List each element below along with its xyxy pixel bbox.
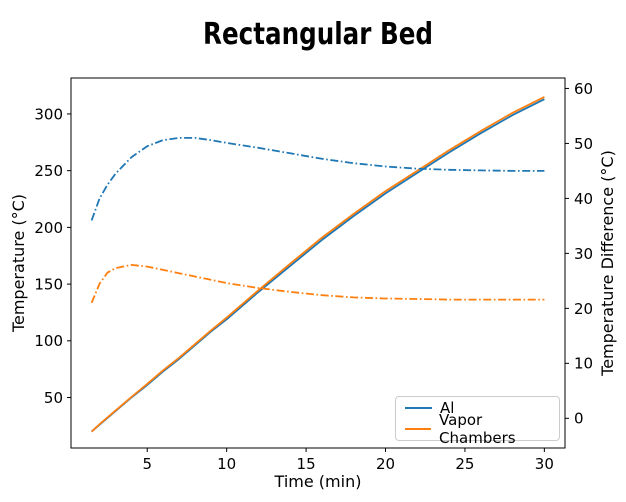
- left-y-tick-label: 150: [34, 275, 63, 293]
- legend-label-vapor-chambers: Vapor Chambers: [439, 411, 516, 447]
- x-tick-label: 30: [535, 455, 554, 473]
- legend-label-al: Al: [440, 399, 455, 417]
- right-y-tick-label: 30: [574, 245, 593, 263]
- x-tick-label: 25: [455, 455, 474, 473]
- legend: Al Vapor Chambers: [395, 396, 560, 447]
- left-y-tick-label: 200: [34, 219, 63, 237]
- chart-title: Rectangular Bed: [203, 17, 433, 52]
- right-y-tick-label: 20: [574, 300, 593, 318]
- series-line-2: [90, 136, 545, 221]
- series-line-3: [90, 263, 545, 304]
- x-tick-label: 20: [376, 455, 395, 473]
- right-y-tick-label: 40: [574, 190, 593, 208]
- x-tick-label: 10: [217, 455, 236, 473]
- series-line-1: [90, 96, 545, 433]
- left-y-axis-label: Temperature (°C): [9, 193, 28, 333]
- x-tick-label: 15: [297, 455, 316, 473]
- x-axis-label: Time (min): [274, 472, 362, 491]
- vapor-chambers-line-swatch: [405, 428, 432, 430]
- right-y-tick-label: 0: [574, 410, 584, 428]
- right-y-tick-label: 50: [574, 135, 593, 153]
- right-y-tick-label: 10: [574, 355, 593, 373]
- series-line-0: [91, 98, 545, 433]
- left-y-tick-label: 100: [34, 332, 63, 350]
- left-y-tick-label: 300: [34, 105, 63, 123]
- left-y-tick-label: 250: [34, 162, 63, 180]
- right-y-axis-label: Temperature Difference (°C): [598, 150, 617, 376]
- axes-frame: [70, 77, 566, 449]
- legend-entry-al: Al: [405, 399, 559, 417]
- x-tick-label: 5: [142, 455, 152, 473]
- legend-entry-vapor-chambers: Vapor Chambers: [405, 411, 559, 447]
- al-line-swatch: [405, 407, 432, 409]
- left-y-tick-label: 50: [44, 389, 63, 407]
- right-y-tick-label: 60: [574, 80, 593, 98]
